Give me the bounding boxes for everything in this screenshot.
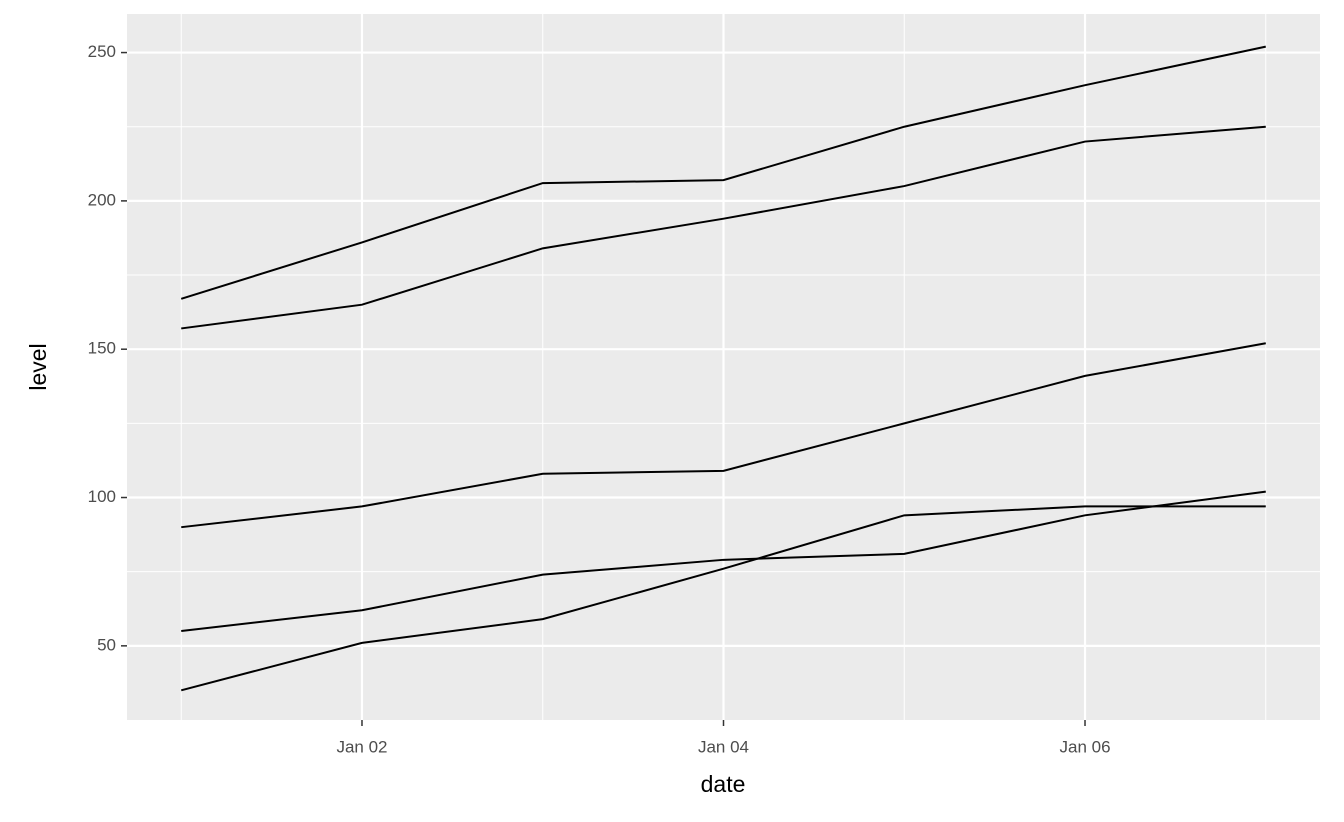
series-line bbox=[181, 125, 1266, 330]
x-tick-label: Jan 02 bbox=[336, 737, 387, 756]
x-tick-label: Jan 04 bbox=[698, 737, 749, 756]
y-tick-label: 100 bbox=[88, 487, 116, 506]
series-line bbox=[180, 505, 1266, 692]
series-line bbox=[181, 490, 1266, 633]
x-tick-label: Jan 06 bbox=[1059, 737, 1110, 756]
y-tick-label: 200 bbox=[88, 190, 116, 209]
y-tick-label: 150 bbox=[88, 339, 116, 358]
series-line bbox=[181, 342, 1266, 529]
y-axis-title: level bbox=[25, 343, 51, 390]
series-line bbox=[180, 45, 1266, 300]
y-tick-label: 50 bbox=[97, 635, 116, 654]
x-axis-title: date bbox=[701, 771, 746, 797]
y-tick-label: 250 bbox=[88, 42, 116, 61]
